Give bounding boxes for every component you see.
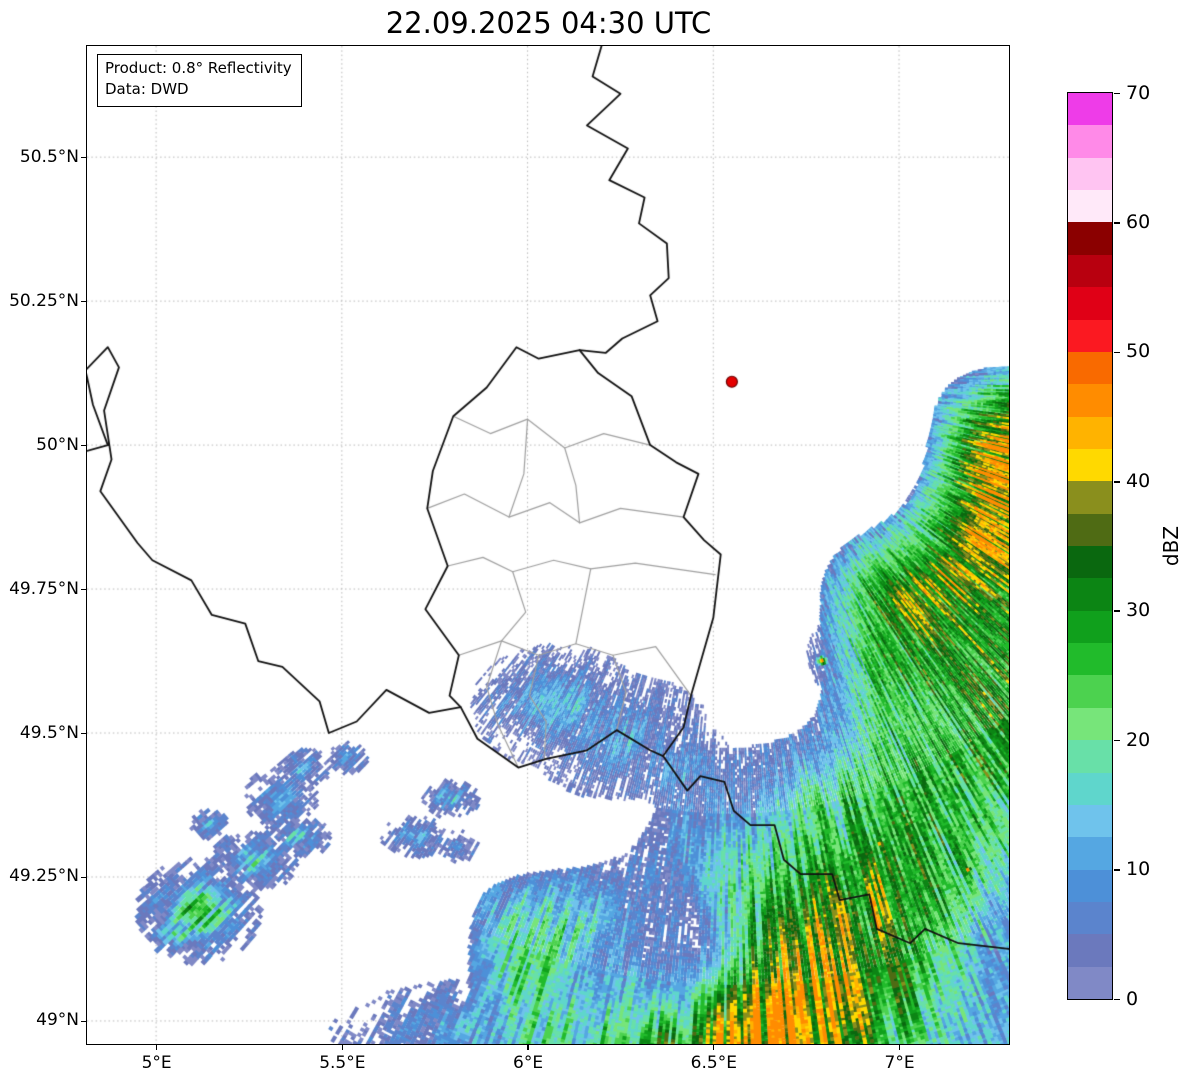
colorbar-tick-label: 40 (1126, 469, 1151, 492)
y-tick-mark (81, 444, 86, 447)
colorbar-cell (1068, 190, 1112, 223)
colorbar-cells (1068, 93, 1112, 1000)
y-tick-mark (81, 588, 86, 591)
colorbar-tick-label: 20 (1126, 728, 1151, 751)
x-tick-mark (713, 1045, 715, 1050)
y-tick-mark (81, 732, 86, 735)
y-tick-label: 49°N (36, 1010, 79, 1031)
colorbar-cell (1068, 643, 1112, 676)
colorbar-label: dBZ (1159, 525, 1183, 567)
y-tick-label: 49.5°N (19, 722, 79, 743)
colorbar-cell (1068, 675, 1112, 708)
radar-map-canvas (87, 46, 1009, 1044)
colorbar-cell (1068, 319, 1112, 352)
y-tick-label: 50.5°N (19, 146, 79, 167)
colorbar-cell (1068, 707, 1112, 741)
x-tick-label: 6.5°E (690, 1053, 737, 1073)
colorbar-tick-mark (1114, 481, 1120, 483)
figure-title: 22.09.2025 04:30 UTC (385, 6, 712, 40)
y-tick-mark (81, 876, 86, 879)
colorbar-cell (1068, 578, 1112, 611)
x-tick-label: 5.5°E (319, 1053, 366, 1073)
colorbar-cell (1068, 610, 1112, 644)
y-tick-label: 50.25°N (9, 290, 79, 311)
product-info-box: Product: 0.8° Reflectivity Data: DWD (97, 54, 302, 107)
y-tick-label: 49.25°N (9, 866, 79, 887)
x-tick-label: 5°E (141, 1053, 172, 1073)
colorbar-cell (1068, 513, 1112, 547)
colorbar-tick-mark (1114, 92, 1120, 95)
colorbar-cell (1068, 546, 1112, 579)
x-tick-label: 6°E (513, 1053, 544, 1073)
colorbar-tick-mark (1114, 998, 1120, 1001)
map-plot-area: Product: 0.8° Reflectivity Data: DWD (86, 45, 1010, 1045)
x-tick-mark (898, 1045, 901, 1050)
x-tick-mark (155, 1045, 158, 1050)
colorbar (1067, 92, 1113, 1000)
colorbar-cell (1068, 222, 1112, 255)
y-tick-mark (81, 1020, 86, 1023)
x-tick-mark (341, 1045, 343, 1050)
colorbar-cell (1068, 934, 1112, 967)
colorbar-cell (1068, 837, 1112, 870)
x-tick-mark (527, 1045, 529, 1050)
y-tick-mark (81, 301, 86, 303)
colorbar-tick-mark (1114, 739, 1120, 742)
y-tick-mark (81, 157, 86, 159)
colorbar-cell (1068, 869, 1112, 902)
colorbar-tick-label: 50 (1126, 340, 1151, 363)
colorbar-cell (1068, 287, 1112, 320)
x-tick-label: 7°E (884, 1053, 915, 1073)
colorbar-cell (1068, 157, 1112, 191)
colorbar-tick-label: 60 (1126, 210, 1151, 233)
colorbar-cell (1068, 772, 1112, 805)
colorbar-cell (1068, 416, 1112, 449)
colorbar-tick-label: 10 (1126, 858, 1151, 881)
colorbar-cell (1068, 351, 1112, 385)
colorbar-cell (1068, 966, 1112, 1000)
colorbar-cell (1068, 93, 1112, 126)
colorbar-cell (1068, 384, 1112, 417)
colorbar-tick-mark (1114, 610, 1120, 612)
colorbar-tick-mark (1114, 351, 1120, 354)
colorbar-tick-mark (1114, 222, 1120, 224)
colorbar-cell (1068, 125, 1112, 158)
colorbar-tick-label: 30 (1126, 599, 1151, 622)
data-source-label: Data: DWD (105, 80, 189, 99)
colorbar-cell (1068, 254, 1112, 288)
colorbar-cell (1068, 448, 1112, 482)
colorbar-cell (1068, 901, 1112, 935)
y-tick-label: 50°N (36, 434, 79, 455)
product-label: Product: 0.8° Reflectivity (105, 59, 292, 77)
colorbar-tick-label: 0 (1126, 987, 1139, 1010)
colorbar-cell (1068, 481, 1112, 514)
colorbar-tick-label: 70 (1126, 81, 1151, 104)
colorbar-cell (1068, 804, 1112, 838)
colorbar-cell (1068, 740, 1112, 773)
colorbar-tick-mark (1114, 869, 1120, 871)
y-tick-label: 49.75°N (9, 578, 79, 599)
